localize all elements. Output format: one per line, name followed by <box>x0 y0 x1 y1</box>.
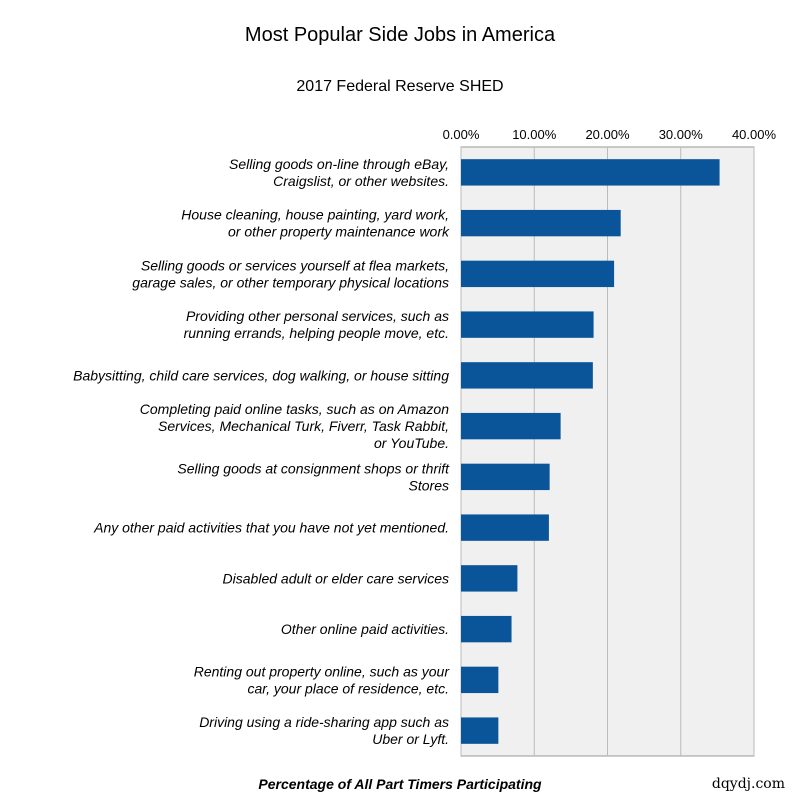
bar <box>461 412 561 440</box>
bar <box>461 514 549 541</box>
x-tick-label: 10.00% <box>512 127 557 142</box>
category-label: Babysitting, child care services, dog wa… <box>73 367 449 383</box>
bars <box>461 159 720 744</box>
category-label: Selling goods or services yourself at fl… <box>132 257 449 290</box>
bar <box>461 362 593 389</box>
category-label: Providing other personal services, such … <box>184 308 449 341</box>
category-label: Disabled adult or elder care services <box>223 570 449 586</box>
x-tick-label: 0.00% <box>443 127 480 142</box>
bar <box>461 717 499 744</box>
category-label: Renting out property online, such as you… <box>194 663 451 696</box>
bar <box>461 463 550 491</box>
x-axis-label: Percentage of All Part Timers Participat… <box>258 776 542 792</box>
category-label: House cleaning, house painting, yard wor… <box>181 207 450 240</box>
chart-subtitle: 2017 Federal Reserve SHED <box>296 78 504 95</box>
bar <box>461 565 518 592</box>
bar <box>461 209 621 237</box>
x-axis-ticks: 0.00% 10.00% 20.00% 30.00% 40.00% <box>443 127 777 142</box>
category-label: Selling goods at consignment shops or th… <box>177 460 450 493</box>
category-labels: Selling goods on-line through eBay, Craig… <box>73 156 450 747</box>
category-label: Other online paid activities. <box>281 621 449 637</box>
gridlines <box>460 147 755 756</box>
bar <box>461 666 499 694</box>
bar <box>461 311 594 338</box>
x-tick-label: 30.00% <box>659 127 704 142</box>
bar <box>461 159 720 186</box>
chart-title: Most Popular Side Jobs in America <box>244 24 556 46</box>
bar <box>461 615 512 643</box>
source-credit: dqydj.com <box>711 776 785 792</box>
x-tick-label: 20.00% <box>585 127 630 142</box>
category-label: Selling goods on-line through eBay, Craig… <box>229 156 449 189</box>
category-label: Completing paid online tasks, such as on… <box>140 401 449 451</box>
bar <box>461 260 615 288</box>
category-label: Any other paid activities that you have … <box>93 520 449 536</box>
x-tick-label: 40.00% <box>732 127 777 142</box>
category-label: Driving using a ride-sharing app such as… <box>199 714 449 747</box>
